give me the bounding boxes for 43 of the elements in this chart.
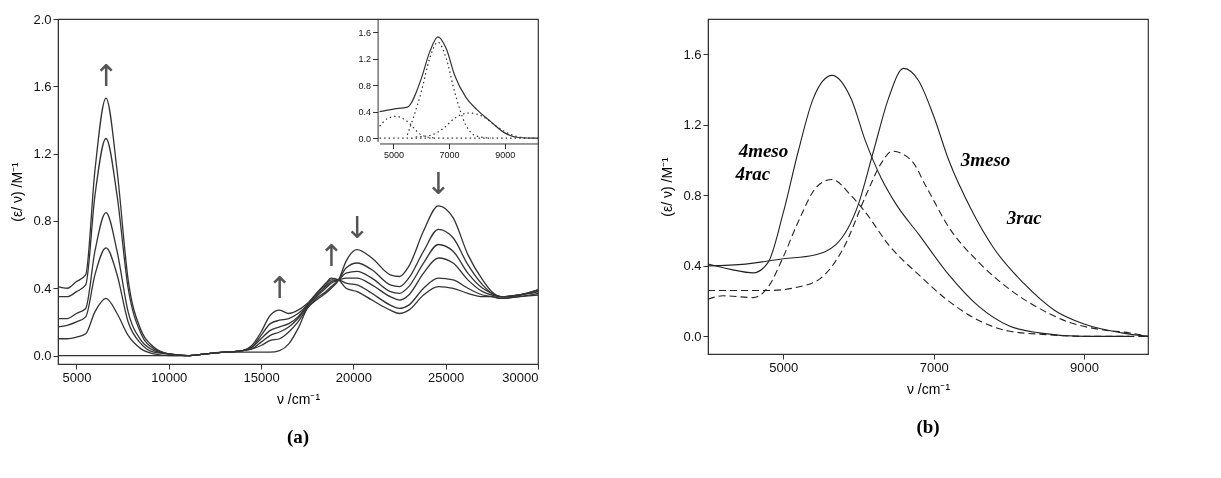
x-axis-title: ν /cm⁻¹	[906, 380, 951, 397]
x-tick-label: 20000	[335, 369, 372, 385]
x-tick-label: 30000	[502, 369, 539, 385]
y-tick-label: 0.4	[358, 107, 372, 118]
text: (b)	[916, 416, 940, 438]
y-tick-label: 0.8	[33, 213, 52, 229]
annotation: ↓	[425, 165, 451, 201]
x-tick-label: 5000	[769, 359, 799, 375]
annotation: ↑	[266, 270, 293, 306]
annotation: ↑	[93, 58, 119, 94]
x-tick-label: 25000	[428, 369, 465, 385]
y-tick-label: 1.6	[683, 46, 702, 62]
x-tick-label: 5000	[62, 369, 92, 385]
x-tick-label: 7000	[439, 149, 460, 160]
y-tick-label: 1.2	[358, 54, 372, 65]
y-tick-label: 1.2	[33, 146, 52, 162]
y-tick-label: 0.4	[683, 258, 702, 274]
annotation: ↑	[318, 238, 344, 274]
annotation: 4rac	[734, 162, 771, 184]
y-tick-label: 1.2	[683, 117, 702, 133]
y-tick-label: 0.8	[683, 187, 702, 203]
x-axis-title: ν /cm⁻¹	[276, 390, 321, 407]
annotation: 3meso	[959, 149, 1011, 171]
y-tick-label: 1.6	[358, 27, 372, 38]
y-axis-title: (ε/ ν) /M⁻¹	[9, 161, 26, 222]
annotation: ↓	[344, 209, 370, 245]
x-tick-label: 9000	[1070, 359, 1100, 375]
y-tick-label: 0.0	[33, 348, 52, 364]
x-tick-label: 10000	[151, 369, 188, 385]
x-tick-label: 5000	[383, 149, 405, 160]
annotation: 4meso	[737, 140, 789, 162]
y-tick-label: 0.8	[358, 80, 372, 91]
y-tick-label: 1.6	[33, 78, 52, 94]
x-tick-label: 9000	[495, 149, 516, 160]
y-tick-label: 2.0	[33, 11, 52, 27]
y-tick-label: 0.4	[33, 280, 52, 296]
y-axis-title: (ε/ ν) /M⁻¹	[659, 156, 676, 217]
y-tick-label: 0.0	[358, 133, 372, 144]
text: (a)	[286, 426, 310, 448]
y-tick-label: 0.0	[683, 328, 702, 344]
annotation: 3rac	[1005, 207, 1043, 229]
x-tick-label: 15000	[243, 369, 280, 385]
x-tick-label: 7000	[919, 359, 949, 375]
